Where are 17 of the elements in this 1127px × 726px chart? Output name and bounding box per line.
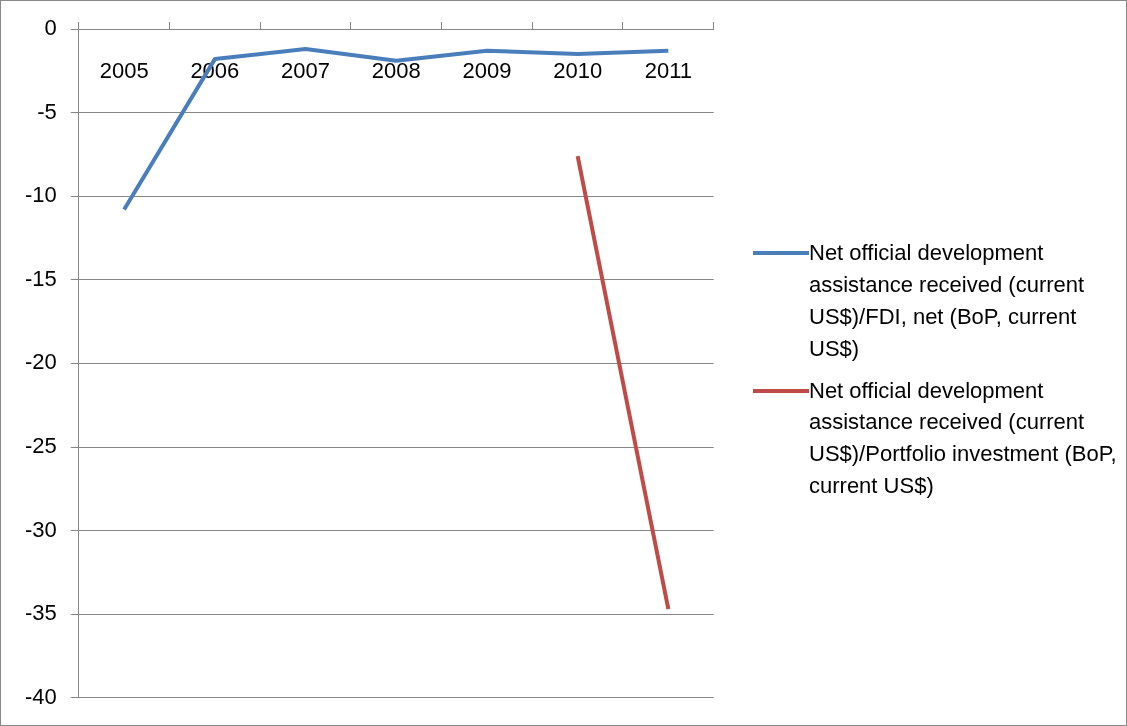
y-tick-label: -40: [25, 683, 57, 709]
x-tick-label: 2007: [281, 58, 331, 84]
legend-label: Net official development assistance received (current US$)/FDI, net (BoP, current US$): [809, 239, 1086, 363]
x-tick-label: 2010: [553, 58, 603, 84]
y-tick-label: -35: [25, 600, 57, 626]
x-tick-label: 2011: [644, 58, 692, 84]
y-tick-label: -20: [25, 349, 57, 375]
x-tick-label: 2009: [462, 58, 512, 84]
legend-label: Net official development assistance received (current US$)/Portfolio investment (BoP, current US$): [809, 376, 1118, 501]
y-tick-label: -5: [37, 98, 57, 124]
y-tick-label: -25: [25, 433, 57, 459]
y-tick-label: -30: [25, 516, 57, 542]
x-tick-label: 2008: [371, 58, 421, 84]
y-tick-label: 0: [44, 15, 57, 41]
x-tick-label: 2005: [99, 58, 149, 84]
y-tick-label: -15: [25, 265, 57, 291]
y-tick-label: -10: [25, 182, 57, 208]
